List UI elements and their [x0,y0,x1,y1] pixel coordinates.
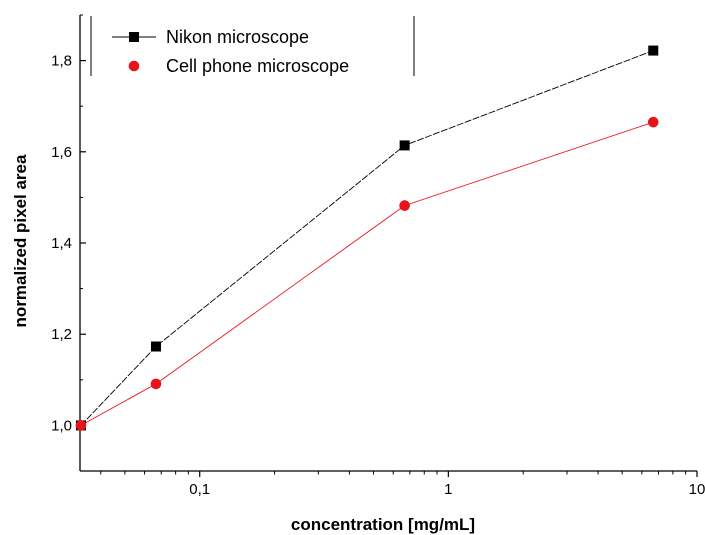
ticks: 1,0 1,2 1,4 1,6 1,8 0,1 1 10 [51,14,705,498]
x-tick-label: 10 [689,481,705,498]
y-tick-label: 1,0 [51,417,72,434]
series-line [80,121,654,426]
y-tick-label: 1,6 [51,144,72,161]
x-tick-label: 1 [444,481,452,498]
axes [79,15,697,472]
data-point [150,378,162,390]
legend: Nikon microscope Cell phone microscope [90,16,415,76]
legend-marker [129,32,139,42]
legend-label: Cell phone microscope [166,56,349,76]
data-point [648,45,659,56]
series-line [80,50,654,426]
data-point [75,420,87,431]
data-point [150,341,161,352]
data-point [399,140,410,151]
data-point [647,116,659,128]
y-tick-label: 1,2 [51,326,72,343]
x-tick-label: 0,1 [189,481,210,498]
series-layer [75,45,659,431]
legend-marker [128,60,140,72]
legend-label: Nikon microscope [166,27,309,47]
y-axis-title: normalized pixel area [11,154,30,327]
y-tick-label: 1,8 [51,53,72,70]
y-tick-label: 1,4 [51,235,72,252]
data-point [399,200,410,211]
x-axis-title: concentration [mg/mL] [291,515,475,534]
